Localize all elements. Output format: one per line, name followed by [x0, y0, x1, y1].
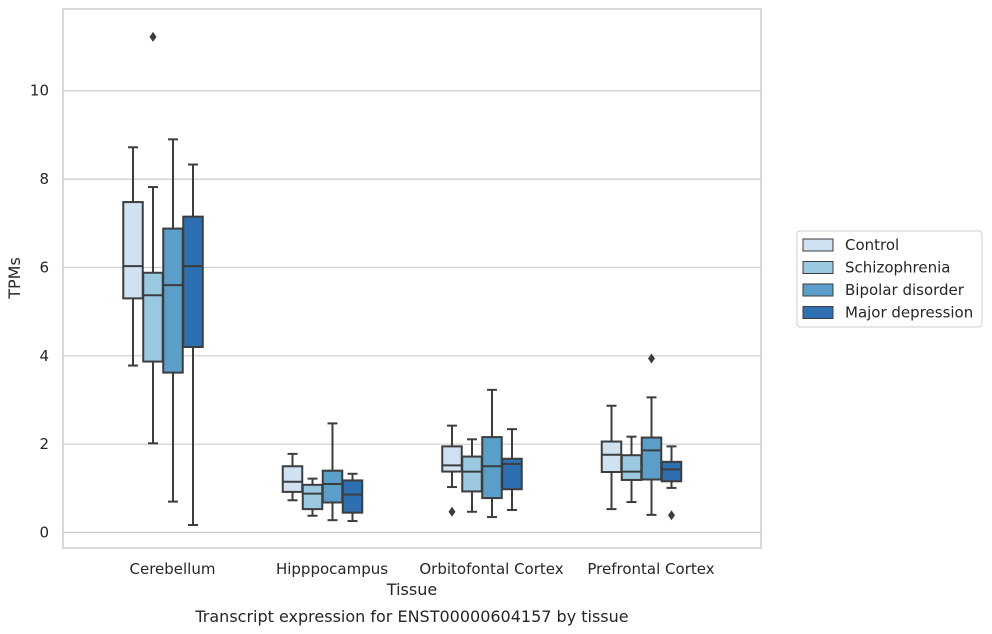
- x-tick-label-1: Hipppocampus: [276, 560, 388, 578]
- box-1-3: [341, 472, 364, 523]
- chart-caption: Transcript expression for ENST0000060415…: [194, 607, 628, 626]
- box-body: [660, 460, 683, 483]
- box-body: [461, 455, 483, 493]
- outlier-point: [668, 510, 675, 521]
- legend-swatch-0: [802, 238, 834, 252]
- box-0-0: [122, 146, 144, 367]
- y-tick-label-2: 2: [39, 435, 49, 453]
- box-body: [162, 227, 184, 374]
- x-tick-labels: Cerebellum Hipppocampus Orbitofontal Corte…: [130, 560, 715, 578]
- box-body: [281, 465, 304, 493]
- legend-swatch-2: [802, 283, 834, 297]
- box-1-2: [321, 422, 344, 522]
- legend-swatch-3: [802, 306, 834, 319]
- legend: Control Schizophrenia Bipolar disorder Majo…: [796, 230, 983, 328]
- box-1-1: [301, 477, 324, 517]
- y-tick-label-6: 6: [39, 258, 49, 276]
- legend-label-0: Control: [845, 236, 899, 254]
- box-body: [481, 436, 503, 500]
- legend-label-3: Major depression: [845, 304, 973, 322]
- legend-swatch-1: [802, 261, 834, 274]
- box-0-2: [162, 138, 184, 503]
- x-axis-label: Tissue: [386, 580, 437, 599]
- box-body: [301, 483, 324, 511]
- box-1-0: [281, 452, 304, 502]
- box-groups: [122, 31, 683, 527]
- box-body: [142, 271, 164, 363]
- box-3-3: [660, 445, 683, 521]
- box-2-1: [461, 438, 483, 513]
- outlier-point: [648, 353, 655, 364]
- legend-frame: [796, 230, 983, 328]
- box-2-0: [441, 424, 463, 517]
- box-2-3: [501, 428, 523, 512]
- box-body: [501, 457, 523, 491]
- box-0-3: [182, 163, 204, 527]
- box-body: [182, 215, 204, 348]
- box-3-1: [620, 435, 643, 504]
- legend-label-1: Schizophrenia: [845, 259, 950, 277]
- x-tick-label-3: Prefrontal Cortex: [587, 560, 714, 578]
- legend-label-2: Bipolar disorder: [845, 281, 965, 299]
- y-tick-labels: 0 2 4 6 8 10: [30, 82, 49, 542]
- y-tick-label-8: 8: [39, 170, 49, 188]
- box-body: [341, 479, 364, 514]
- x-tick-label-0: Cerebellum: [130, 560, 216, 578]
- box-0-1: [142, 31, 164, 445]
- plot-area-frame: [62, 8, 762, 549]
- y-tick-label-10: 10: [30, 82, 49, 100]
- box-2-2: [481, 388, 503, 519]
- box-body: [441, 445, 463, 473]
- box-3-0: [600, 404, 623, 511]
- box-body: [600, 440, 623, 474]
- outlier-point: [149, 31, 157, 42]
- y-tick-label-4: 4: [39, 347, 49, 365]
- box-body: [321, 469, 344, 504]
- box-3-2: [640, 353, 663, 516]
- box-body: [620, 454, 643, 481]
- y-tick-label-0: 0: [39, 524, 49, 542]
- box-body: [122, 201, 144, 300]
- y-axis-label: TPMs: [5, 257, 24, 300]
- box-body: [640, 436, 663, 481]
- outlier-point: [448, 506, 456, 517]
- x-tick-label-2: Orbitofontal Cortex: [419, 560, 563, 578]
